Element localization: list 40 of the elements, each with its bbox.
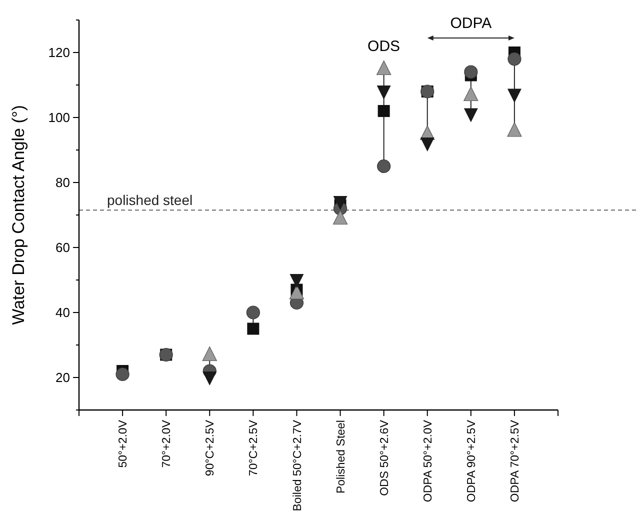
y-tick-label: 80 [56,175,70,190]
point [247,322,260,335]
x-tick-label: 90°C+2.5V [204,420,217,476]
point [507,122,522,137]
ref-line-label: polished steel [107,192,193,208]
point [332,210,348,225]
point [289,284,304,300]
y-tick-label: 40 [56,305,70,320]
x-tick-label: Polished Steel [335,420,348,494]
y-tick-label: 60 [56,240,70,256]
y-axis-title: Water Drop Contact Angle (°) [9,105,28,325]
x-tick-label: ODPA 70°+2.5V [509,420,522,502]
x-tick-label: Boiled 50°C+2.7V [292,420,304,512]
point [378,105,390,117]
x-tick-label: ODPA 90°+2.5V [466,420,478,502]
point [507,88,522,103]
x-tick-label: ODS 50°+2.6V [378,420,391,496]
point [333,196,348,210]
point [376,60,392,76]
point [420,138,434,152]
point [464,65,478,79]
y-tick-label: 20 [56,370,70,386]
x-tick-label: ODPA 50°+2.0V [422,420,434,502]
point [376,86,391,100]
point [290,274,304,288]
point [202,372,217,386]
point [202,346,217,362]
annotation: ODPA [450,15,492,32]
point [116,367,130,382]
point [508,52,522,66]
point [464,86,478,102]
x-tick-label: 70°+2.0V [161,420,174,468]
annotation: ODS [368,38,400,55]
y-tick-label: 100 [48,110,70,126]
point [246,306,260,320]
y-tick-label: 120 [48,45,70,60]
point [377,159,391,174]
point [464,108,478,122]
x-tick-label: 70°C+2.5V [248,420,260,476]
x-tick-label: 50°+2.0V [118,420,130,468]
